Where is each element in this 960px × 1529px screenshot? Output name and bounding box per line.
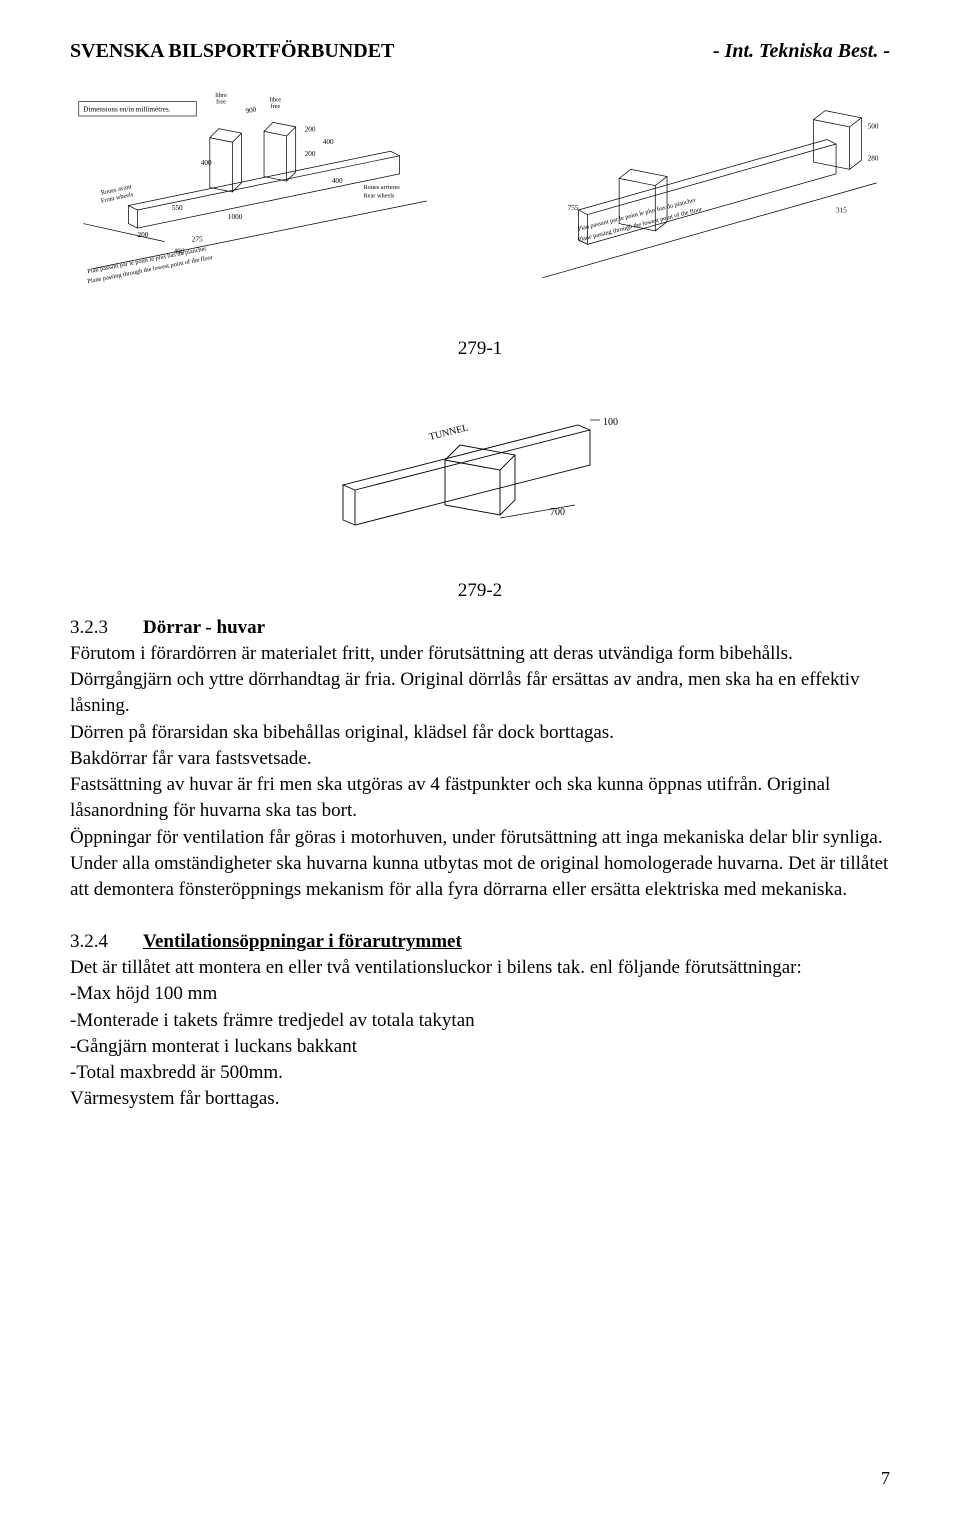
svg-text:275: 275 (192, 236, 203, 244)
section-number: 3.2.4 (70, 931, 108, 953)
section-3-2-3-body: Förutom i förardörren är materialet frit… (70, 641, 890, 903)
svg-text:TUNNEL: TUNNEL (428, 423, 469, 443)
svg-text:200: 200 (138, 231, 149, 239)
svg-text:200: 200 (305, 125, 316, 133)
svg-text:200: 200 (305, 150, 316, 158)
diagram-svg-left: Dimensions en/in millimètres. libre (70, 88, 440, 323)
svg-text:900: 900 (245, 105, 257, 115)
svg-text:Rear wheels: Rear wheels (363, 192, 395, 199)
section-number: 3.2.3 (70, 617, 108, 639)
section-3-2-4-body: Det är tillåtet att montera en eller två… (70, 955, 890, 1112)
svg-text:550: 550 (172, 204, 183, 212)
svg-text:280: 280 (868, 154, 879, 162)
page-header: SVENSKA BILSPORTFÖRBUNDET - Int. Teknisk… (70, 40, 890, 63)
section-3-2-3-heading: 3.2.3 Dörrar - huvar (70, 617, 890, 639)
svg-text:755: 755 (568, 204, 579, 212)
svg-text:400: 400 (201, 159, 212, 167)
page-number: 7 (881, 1468, 890, 1489)
diagram-svg-right: 500 280 755 315 Plan passant par le poin… (520, 88, 890, 323)
svg-text:free: free (270, 103, 280, 110)
section-3-2-4-heading: 3.2.4 Ventilationsöppningar i förarutrymm… (70, 931, 890, 953)
diagram-279-1-right: 500 280 755 315 Plan passant par le poin… (520, 88, 890, 323)
svg-text:Roues arrieres: Roues arrieres (363, 184, 400, 191)
section-title: Ventilationsöppningar i förarutrymmet (143, 931, 462, 952)
svg-text:100: 100 (603, 417, 618, 428)
header-right: - Int. Tekniska Best. - (713, 40, 890, 63)
diagram-279-1-left: Dimensions en/in millimètres. libre (70, 88, 440, 323)
svg-text:free: free (216, 98, 226, 105)
header-left: SVENSKA BILSPORTFÖRBUNDET (70, 40, 394, 63)
svg-text:315: 315 (836, 207, 847, 215)
svg-text:500: 500 (868, 123, 879, 131)
svg-text:Dimensions en/in millimètres.: Dimensions en/in millimètres. (83, 106, 170, 114)
figure-label-1: 279-1 (70, 338, 890, 360)
technical-diagrams-row: Dimensions en/in millimètres. libre (70, 88, 890, 323)
diagram-279-2-container: TUNNEL 100 700 (70, 390, 890, 565)
diagram-svg-center: TUNNEL 100 700 (315, 390, 645, 565)
section-title: Dörrar - huvar (143, 617, 265, 638)
svg-text:1000: 1000 (228, 213, 243, 221)
svg-text:400: 400 (332, 177, 343, 185)
figure-label-2: 279-2 (70, 580, 890, 602)
diagram-279-2: TUNNEL 100 700 (315, 390, 645, 565)
svg-text:400: 400 (323, 138, 334, 146)
